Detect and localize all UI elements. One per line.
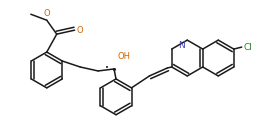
Text: OH: OH (117, 52, 130, 61)
Text: •: • (105, 65, 109, 71)
Text: N: N (179, 41, 185, 50)
Text: O: O (43, 9, 50, 18)
Text: Cl: Cl (244, 43, 252, 52)
Text: O: O (77, 26, 83, 35)
